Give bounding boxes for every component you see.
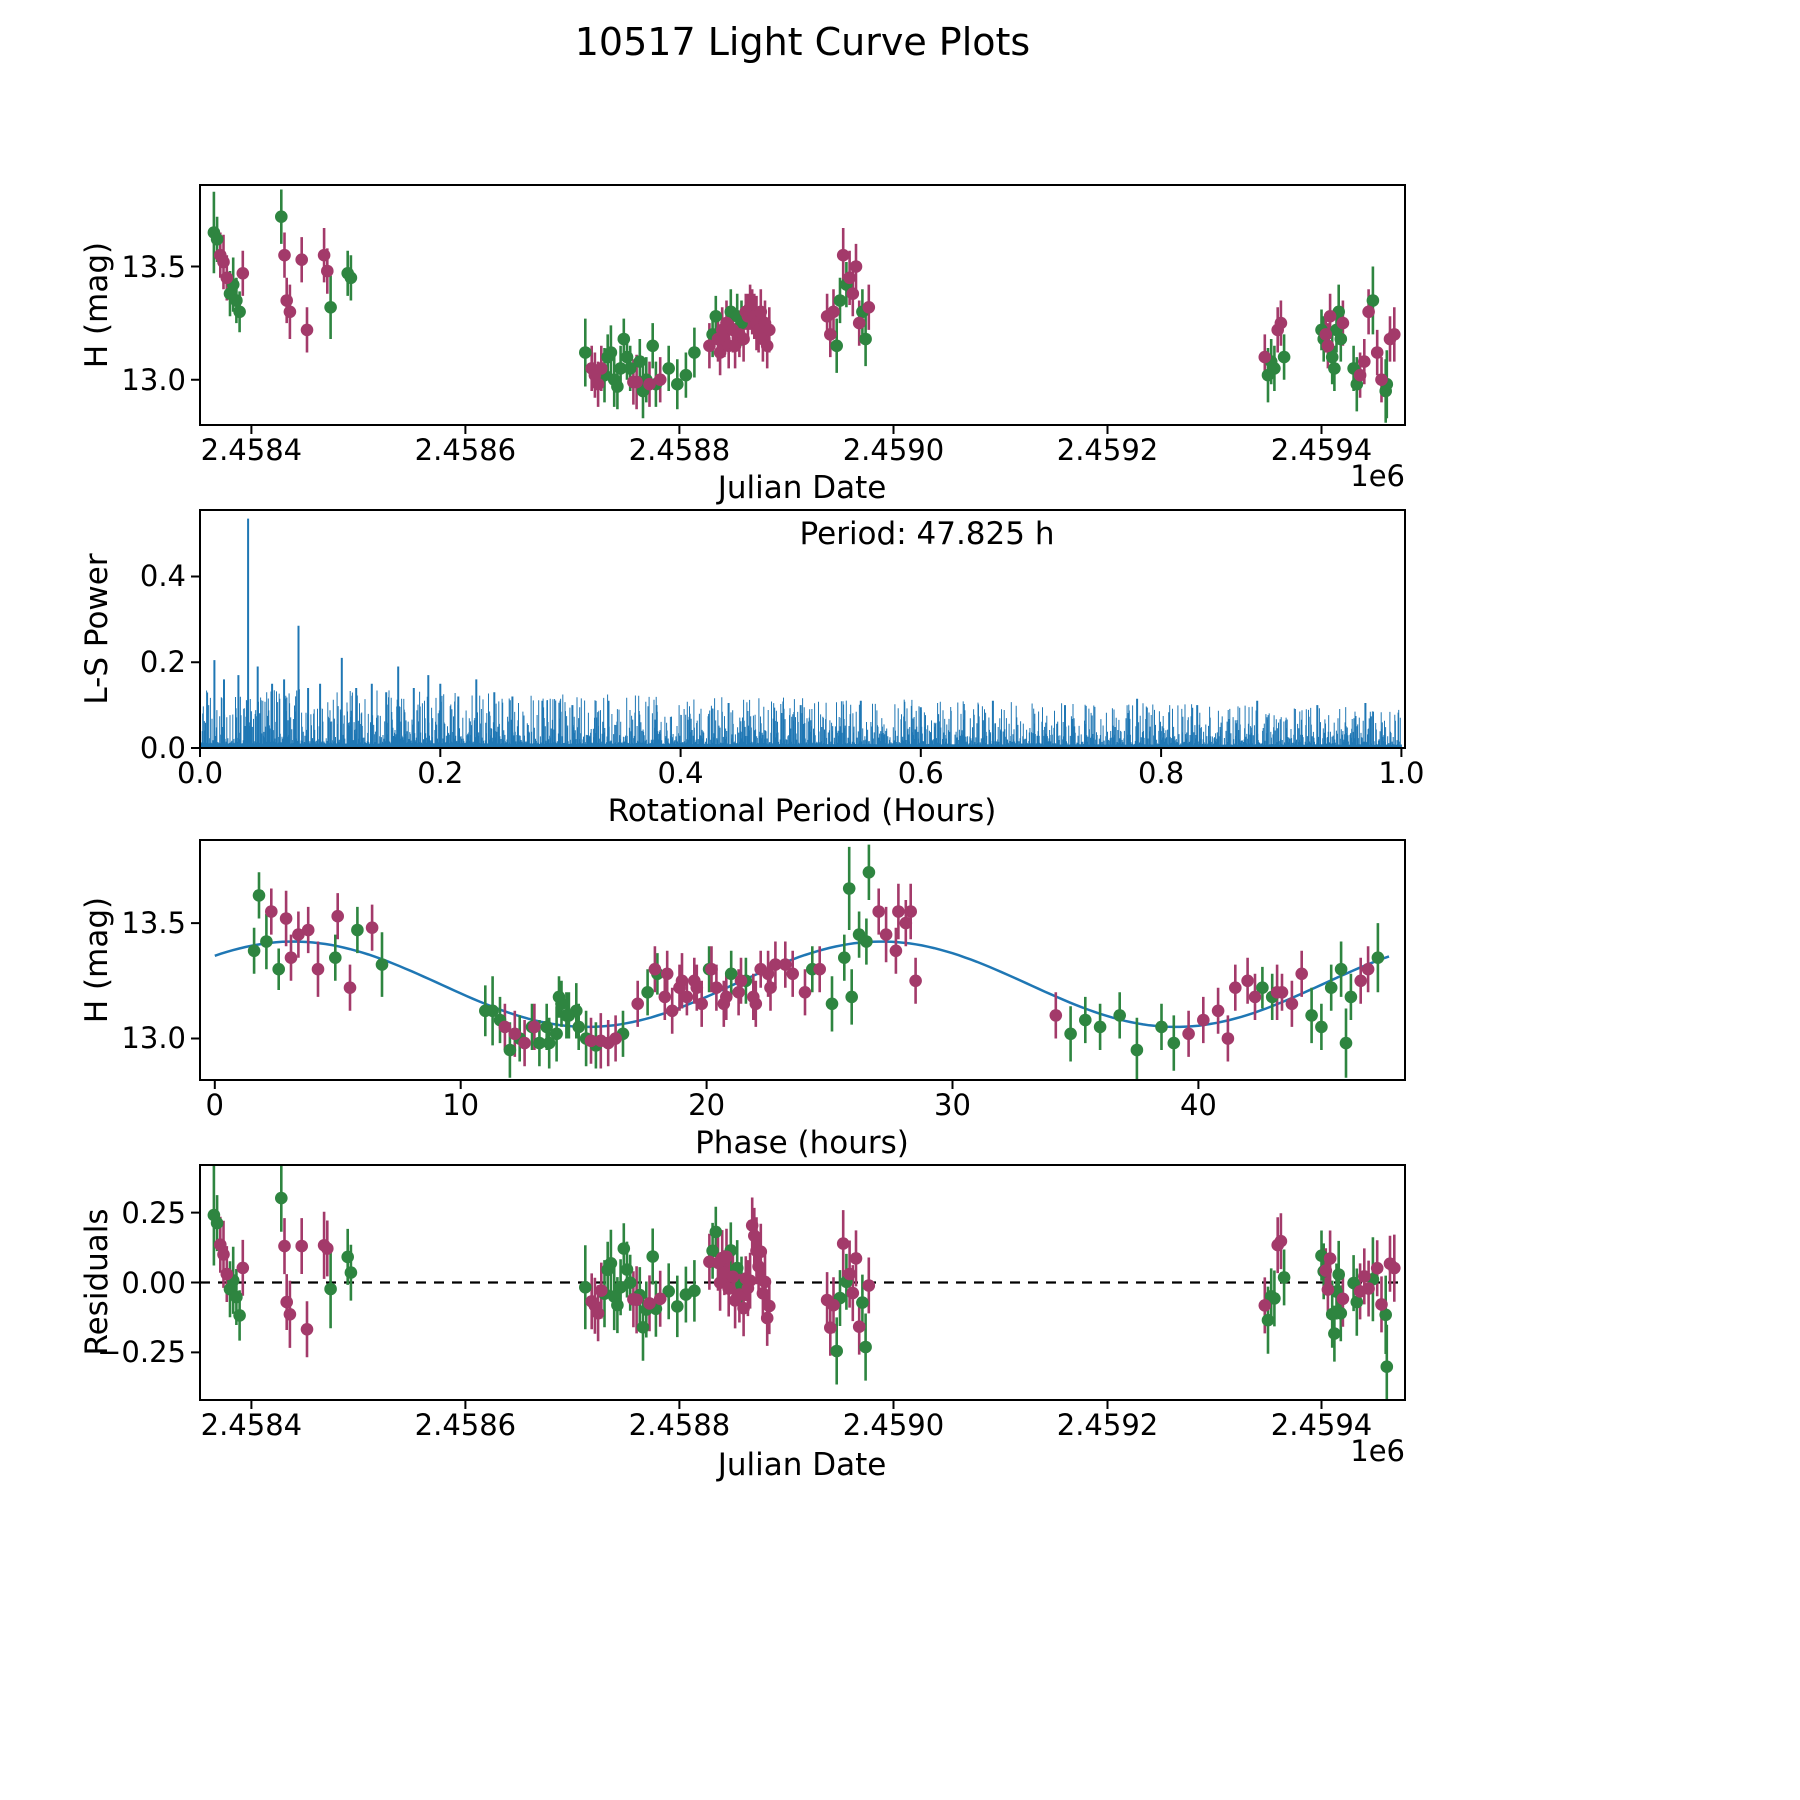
lightcurve-panel [191,184,1406,434]
error-bars-purple [219,228,1396,410]
phase-x-tick-label: 20 [688,1088,726,1122]
period-annotation: Period: 47.825 h [799,516,1055,552]
axes-frame [199,839,1406,1081]
residuals-x-tick-label: 2.4586 [414,1408,517,1442]
residuals-x-tick-label: 2.4592 [1056,1408,1159,1442]
lightcurve-y-tick-label: 13.5 [121,249,186,284]
residuals-x-offset-label: 1e6 [1350,1434,1405,1468]
error-bars-green [212,189,1389,423]
residuals-y-tick-label: 0.25 [121,1195,186,1230]
periodogram-peaks [213,518,1367,748]
lightcurve-x-tick-label: 2.4592 [1056,433,1159,467]
phase-y-tick-label: 13.0 [121,1021,186,1056]
periodogram-x-tick-label: 1.0 [1378,756,1425,790]
phase-x-tick-label: 10 [442,1088,480,1122]
periodogram-noise [200,689,1402,748]
periodogram-y-tick-label: 0.2 [139,645,186,680]
periodogram-x-tick-label: 0.0 [176,756,224,790]
periodogram-x-tick-label: 0.6 [897,756,944,790]
periodogram-x-tick-label: 0.8 [1138,756,1185,790]
phase-x-tick-label: 40 [1179,1088,1217,1122]
lightcurve-x-tick-label: 2.4588 [628,433,731,467]
data-points-green [247,866,1385,1057]
periodogram-x-tick-label: 0.4 [657,756,704,790]
periodogram-panel [191,509,1406,757]
error-bars-purple [270,883,1370,1069]
fit-curve [214,940,1390,1029]
error-bars-purple [219,1197,1396,1358]
tick-marks [191,265,1323,434]
lightcurve-x-tick-label: 2.4594 [1270,433,1373,467]
error-bars-green [212,1165,1389,1400]
residuals-y-tick-label: 0.00 [121,1265,186,1300]
data-points-green [207,210,1394,398]
residuals-y-tick-label: −0.25 [97,1335,186,1370]
periodogram-x-tick-label: 0.2 [417,756,464,790]
tick-marks [191,1211,1323,1409]
lightcurve-x-tick-label: 2.4586 [414,433,517,467]
residuals-x-tick-label: 2.4588 [628,1408,731,1442]
lightcurve-y-tick-label: 13.0 [121,362,186,397]
residuals-x-tick-label: 2.4594 [1270,1408,1373,1442]
periodogram-y-tick-label: 0.0 [139,731,186,765]
phase-x-axis-label: Phase (hours) [695,1125,909,1161]
residuals-x-tick-label: 2.4590 [842,1408,945,1442]
residuals-x-tick-label: 2.4584 [200,1408,303,1442]
axes-frame [199,184,1406,426]
error-bars-green [252,844,1380,1080]
axes-frame [199,509,1406,749]
phase-x-tick-label: 30 [934,1088,971,1122]
figure-title: 10517 Light Curve Plots [574,20,1031,64]
lightcurve-x-axis-label: Julian Date [717,470,887,506]
tick-marks [191,922,1200,1089]
data-points-purple [265,905,1375,1050]
periodogram-x-axis-label: Rotational Period (Hours) [607,793,997,829]
tick-marks [191,575,1403,757]
data-points-purple [214,248,1401,391]
phase-y-tick-label: 13.5 [121,906,186,941]
lightcurve-x-tick-label: 2.4590 [842,433,945,467]
residuals-x-axis-label: Julian Date [717,1447,887,1483]
lightcurve-x-tick-label: 2.4584 [200,433,303,467]
phase-panel [191,839,1406,1089]
data-points-purple [214,1219,1401,1336]
lightcurve-x-offset-label: 1e6 [1350,459,1405,493]
phase-x-tick-label: 0 [205,1088,224,1122]
periodogram-y-tick-label: 0.4 [139,559,186,594]
residuals-panel [191,1164,1406,1409]
